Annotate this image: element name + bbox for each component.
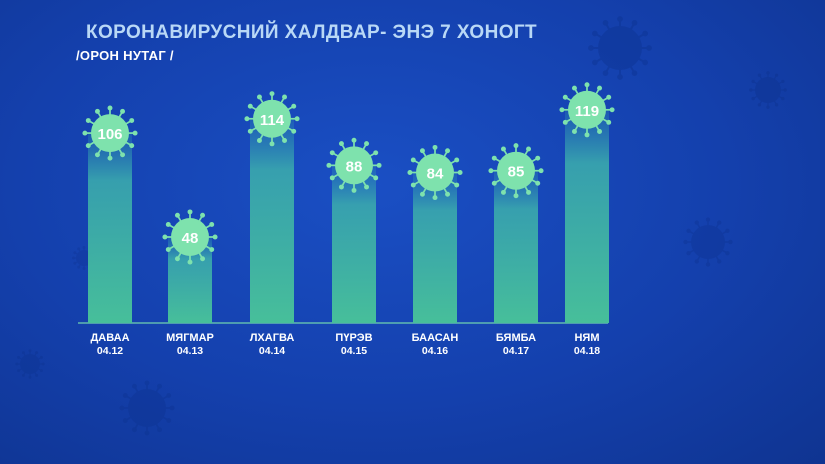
virus-icon [488, 143, 544, 199]
virus-icon [407, 144, 463, 201]
chart-title: КОРОНАВИРУСНИЙ ХАЛДВАР- ЭНЭ 7 ХОНОГТ [86, 22, 538, 43]
x-tick-label-day: ДАВАА [90, 332, 129, 344]
bar-7 [565, 109, 609, 324]
bar-1 [88, 133, 132, 323]
background-virus-3 [683, 217, 733, 267]
data-label: 106 [97, 126, 122, 143]
background-virus-1 [588, 16, 652, 80]
x-tick-label-date: 04.14 [259, 345, 285, 357]
x-tick-label-day: МЯГМАР [166, 332, 214, 344]
background-virus-5 [15, 349, 45, 379]
data-label: 88 [346, 158, 363, 175]
virus-icon [559, 82, 615, 138]
virus-icon [326, 137, 382, 193]
x-tick-label-date: 04.13 [177, 345, 203, 357]
virus-icon [82, 105, 138, 161]
x-tick-label-day: БЯМБА [496, 332, 536, 344]
data-label: 85 [508, 164, 525, 181]
x-tick-label-date: 04.12 [97, 345, 123, 357]
x-tick-label-day: БААСАН [412, 332, 459, 344]
virus-icon [162, 209, 218, 265]
chart-subtitle: /ОРОН НУТАГ / [76, 48, 174, 63]
x-tick-label-day: ПҮРЭВ [335, 332, 372, 344]
x-tick-label-date: 04.15 [341, 345, 367, 357]
virus-icon [244, 91, 300, 147]
x-tick-label-date: 04.17 [503, 345, 529, 357]
x-tick-label-date: 04.16 [422, 345, 448, 357]
background-virus-4 [119, 380, 175, 436]
x-tick-label-date: 04.18 [574, 345, 600, 357]
background-virus-2 [749, 71, 787, 109]
data-label: 114 [260, 112, 285, 129]
data-label: 119 [575, 103, 599, 120]
x-tick-label-day: НЯМ [574, 332, 599, 344]
data-label: 84 [427, 166, 444, 183]
x-tick-label-day: ЛХАГВА [250, 332, 295, 344]
bar-3 [250, 118, 294, 323]
data-label: 48 [182, 230, 199, 247]
